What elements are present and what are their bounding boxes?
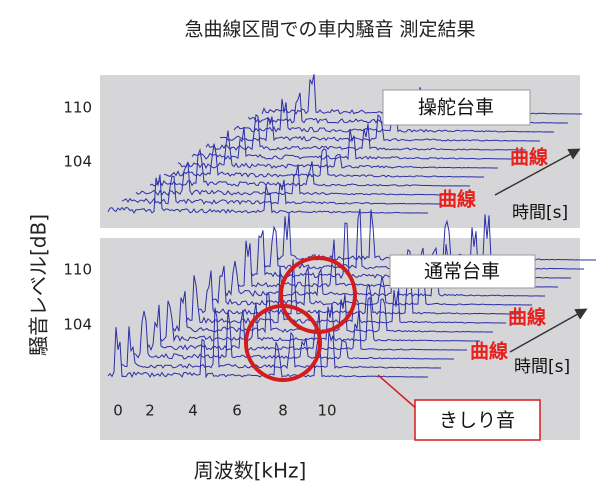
- time-label: 時間[s]: [512, 203, 568, 223]
- x-tick-label: 10: [317, 402, 336, 420]
- y-tick-label: 110: [63, 99, 92, 117]
- curve-label: 曲線: [508, 306, 546, 329]
- curve-label: 曲線: [470, 340, 508, 363]
- y-tick-label: 104: [63, 153, 92, 171]
- x-axis-label: 周波数[kHz]: [194, 459, 307, 483]
- curve-label: 曲線: [438, 188, 476, 211]
- time-label: 時間[s]: [514, 357, 570, 377]
- x-tick-label: 2: [145, 402, 155, 420]
- y-tick-label: 104: [63, 316, 92, 334]
- figure: 急曲線区間での車内騒音 測定結果 騒音レベル[dB] 周波数[kHz] 110 …: [0, 0, 596, 495]
- x-tick-label: 0: [113, 402, 123, 420]
- x-tick-label: 8: [278, 402, 288, 420]
- y-axis-label: 騒音レベル[dB]: [27, 214, 51, 356]
- x-tick-label: 4: [188, 402, 198, 420]
- x-tick-label: 6: [232, 402, 242, 420]
- title: 急曲線区間での車内騒音 測定結果: [184, 19, 475, 41]
- curve-label: 曲線: [510, 146, 548, 169]
- panel-label: 通常台車: [424, 261, 500, 283]
- panel-label: 操舵台車: [418, 97, 494, 119]
- annotation: きしり音: [439, 410, 515, 432]
- y-tick-label: 110: [63, 261, 92, 279]
